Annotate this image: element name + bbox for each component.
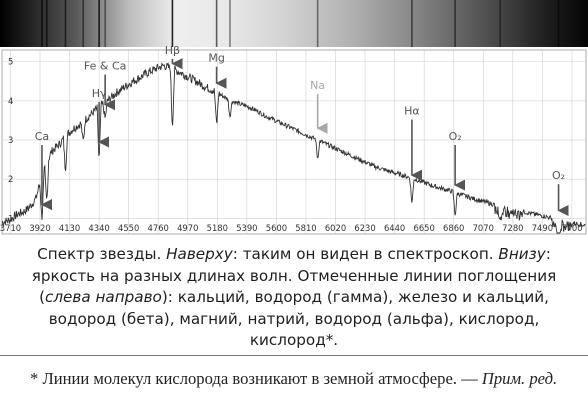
band-absorption-line <box>82 0 84 47</box>
x-tick-label: 4970 <box>177 223 198 233</box>
y-tick-label: 4 <box>8 96 13 106</box>
footnote: * Линии молекул кислорода возникают в зе… <box>0 368 588 389</box>
x-tick-label: 7280 <box>502 223 523 233</box>
x-tick-label: 6230 <box>354 223 375 233</box>
y-gridlines <box>2 61 586 219</box>
y-tick-label: 2 <box>8 174 13 184</box>
plot-area: 3710 3920 4130 4340 4550 4760 4970 5180 5390 5600… <box>0 44 587 235</box>
band-absorption-line <box>215 0 218 47</box>
x-tick-label: 7070 <box>473 223 494 233</box>
band-absorption-line <box>104 0 106 47</box>
x-tick-label: 3710 <box>0 223 21 233</box>
annotation-label: O₂ <box>552 169 565 182</box>
x-tick-label: 5180 <box>207 223 228 233</box>
annotation-label: Ca <box>35 130 49 143</box>
spectrum-line <box>1 62 586 234</box>
band-absorption-line <box>45 0 48 47</box>
band-absorption-line <box>64 0 67 47</box>
x-tick-label: 6020 <box>325 223 346 233</box>
annotation-label: Fe & Ca <box>84 60 127 73</box>
x-tick-labels: 3710 3920 4130 4340 4550 4760 4970 5180 5390 5600… <box>0 223 583 233</box>
band-absorption-line <box>411 0 413 47</box>
x-tick-label: 7490 <box>532 223 553 233</box>
caption-bottom-em: Внизу <box>498 245 546 263</box>
band-absorption-line <box>557 0 560 47</box>
absorption-annotations: Ca Hγ Fe & Ca Hβ Mg Na Hα O₂ O₂ <box>35 44 569 217</box>
x-tick-label: 4760 <box>148 223 169 233</box>
figure-caption: Спектр звезды. Наверху: таким он виден в… <box>20 244 568 352</box>
band-absorption-line <box>229 0 231 47</box>
caption-text-3: : яркость на разных длинах волн. Отмечен… <box>31 245 557 307</box>
x-tick-label: 4130 <box>59 223 80 233</box>
x-tick-label: 3920 <box>29 223 50 233</box>
x-tick-label: 7700 <box>561 223 582 233</box>
x-tick-label: 5810 <box>295 223 316 233</box>
caption-text-2: : таким он виден в спектроскоп. <box>232 245 499 263</box>
caption-direction-em: слева направо <box>45 288 162 307</box>
caption-top-em: Наверху <box>166 245 233 263</box>
band-absorption-line <box>499 0 501 47</box>
spectrum-figure: 3710 3920 4130 4340 4550 4760 4970 5180 5390 5600… <box>0 0 588 235</box>
annotation-label: Mg <box>208 52 224 65</box>
annotation-label: Na <box>310 79 325 92</box>
annotation-label: Hβ <box>165 44 180 57</box>
x-tick-label: 6440 <box>384 223 405 233</box>
band-absorption-line <box>454 0 456 47</box>
band-absorption-line <box>171 0 174 47</box>
y-tick-label: 5 <box>8 57 13 67</box>
annotation-label: O₂ <box>449 130 462 143</box>
annotation-label: Hγ <box>92 87 107 100</box>
footnote-editor-note: Прим. ред. <box>481 369 558 388</box>
caption-text-1: Спектр звезды. <box>37 245 167 263</box>
footnote-text: * Линии молекул кислорода возникают в зе… <box>30 369 478 388</box>
x-tick-label: 6650 <box>414 223 435 233</box>
footnote-divider <box>0 355 588 356</box>
x-tick-label: 6860 <box>443 223 464 233</box>
annotation-label: Hα <box>404 105 420 118</box>
caption-text-4: ): кальций, водород (гамма), железо и ка… <box>48 288 549 350</box>
x-tick-label: 4340 <box>88 223 109 233</box>
spectrum-band <box>0 0 588 47</box>
band-absorption-line <box>41 0 43 47</box>
x-tick-label: 5390 <box>236 223 257 233</box>
y-tick-label: 3 <box>8 135 13 145</box>
band-absorption-line <box>98 0 100 47</box>
x-tick-label: 4550 <box>118 223 139 233</box>
band-absorption-line <box>316 0 319 47</box>
x-tick-label: 5600 <box>266 223 287 233</box>
